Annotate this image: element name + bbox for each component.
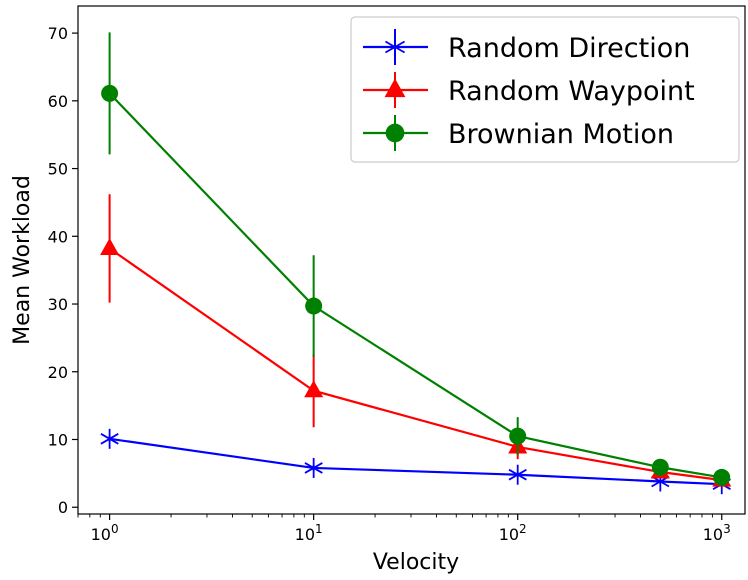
data-point-stroke xyxy=(508,468,527,481)
data-point xyxy=(508,464,527,485)
legend-entry: Random Direction xyxy=(363,29,690,65)
data-point xyxy=(384,36,406,58)
y-tick-label: 10 xyxy=(48,430,68,449)
data-point-stroke xyxy=(384,40,406,54)
y-tick-label: 40 xyxy=(48,227,68,246)
data-point xyxy=(304,380,324,398)
data-point xyxy=(651,458,669,476)
x-tick-label: 101 xyxy=(295,522,323,544)
y-tick-label: 60 xyxy=(48,92,68,111)
data-point xyxy=(100,237,120,255)
x-tick-label: 103 xyxy=(703,522,731,544)
data-point-stroke xyxy=(100,433,119,445)
y-tick-label: 0 xyxy=(58,498,68,517)
y-tick-label: 20 xyxy=(48,363,68,382)
data-point xyxy=(385,123,405,143)
y-axis-label: Mean Workload xyxy=(10,175,35,345)
data-point xyxy=(713,468,731,486)
legend-box xyxy=(350,16,740,163)
x-tick-label: 102 xyxy=(499,522,527,544)
legend-entry: Brownian Motion xyxy=(363,115,674,151)
y-tick-label: 70 xyxy=(48,24,68,43)
data-point xyxy=(384,78,406,98)
legend: Random Direction Random Waypoint Brownian … xyxy=(350,16,740,163)
axes-layer: 0 10 20 30 40 50 60 70 100 101 102 103 xyxy=(48,24,731,544)
y-tick-label: 30 xyxy=(48,295,68,314)
data-point xyxy=(304,457,323,478)
series xyxy=(100,428,731,495)
data-point-stroke xyxy=(304,462,323,474)
legend-label: Random Waypoint xyxy=(448,76,695,107)
data-point xyxy=(101,84,119,102)
data-point xyxy=(305,297,323,315)
legend-label: Random Direction xyxy=(448,33,690,64)
x-tick-label: 100 xyxy=(91,522,119,544)
plot-frame xyxy=(77,5,746,515)
series-layer xyxy=(100,32,732,495)
series xyxy=(101,32,731,486)
data-point xyxy=(100,428,119,449)
data-point xyxy=(509,427,527,445)
y-tick-label: 50 xyxy=(48,160,68,179)
x-axis-label: Velocity xyxy=(373,550,459,575)
legend-label: Brownian Motion xyxy=(448,119,674,150)
legend-entry: Random Waypoint xyxy=(363,72,695,108)
